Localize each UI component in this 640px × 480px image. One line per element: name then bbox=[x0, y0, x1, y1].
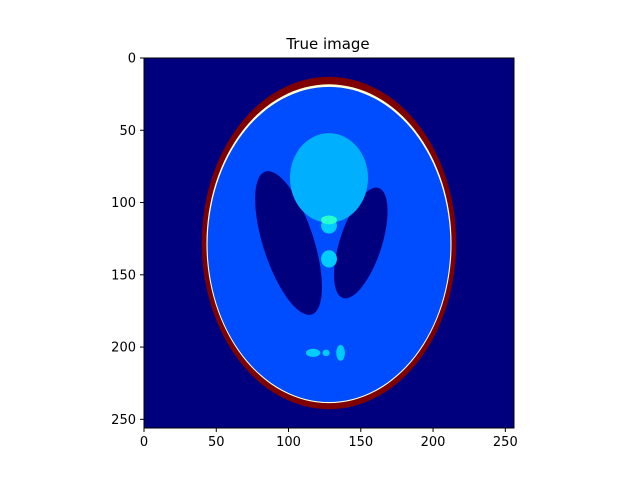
chart-title: True image bbox=[285, 35, 369, 53]
y-tick-label-0: 0 bbox=[128, 52, 136, 67]
region-ventricle-right bbox=[334, 187, 388, 299]
y-axis: 0 50 100 150 200 250 bbox=[111, 52, 144, 428]
region-spot-bright bbox=[321, 215, 337, 225]
x-tick-label-50: 50 bbox=[208, 435, 225, 450]
region-ventricle-left bbox=[255, 171, 322, 315]
x-tick-label-100: 100 bbox=[276, 435, 301, 450]
region-spot-middle bbox=[321, 250, 337, 268]
axes-frame bbox=[143, 57, 515, 429]
y-tick-label-200: 200 bbox=[111, 341, 136, 356]
region-large-blob bbox=[289, 133, 369, 223]
y-tick-label-50: 50 bbox=[119, 124, 136, 139]
x-tick-label-200: 200 bbox=[421, 435, 446, 450]
x-axis: 0 50 100 150 200 250 bbox=[140, 428, 518, 450]
y-tick-label-100: 100 bbox=[111, 196, 136, 211]
x-tick-label-250: 250 bbox=[493, 435, 518, 450]
x-tick-label-150: 150 bbox=[348, 435, 373, 450]
y-tick-label-250: 250 bbox=[111, 413, 136, 428]
region-dot-mid bbox=[322, 349, 330, 357]
region-dot-left bbox=[305, 348, 321, 357]
region-dot-right bbox=[336, 344, 345, 361]
region-brain bbox=[207, 86, 451, 402]
y-tick-label-150: 150 bbox=[111, 268, 136, 283]
image-plot bbox=[143, 57, 515, 429]
x-tick-label-0: 0 bbox=[140, 435, 148, 450]
